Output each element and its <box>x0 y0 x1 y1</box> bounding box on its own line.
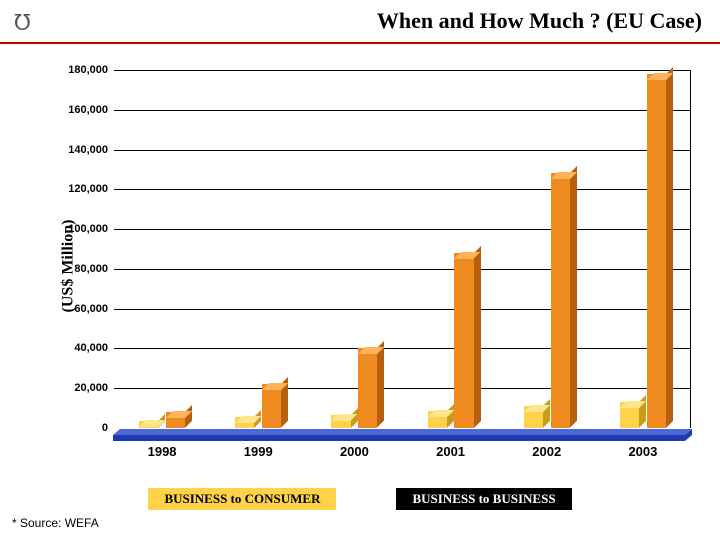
bar-b2c <box>620 395 646 428</box>
ytick-label: 40,000 <box>74 342 114 354</box>
bar-b2c <box>331 408 357 428</box>
ytick-label: 60,000 <box>74 303 114 315</box>
xtick-label: 1998 <box>148 428 177 459</box>
slide-root: ℧ When and How Much ? (EU Case) (US$ Mil… <box>0 0 720 540</box>
ytick-label: 20,000 <box>74 382 114 394</box>
page-title: When and How Much ? (EU Case) <box>377 8 702 34</box>
header-rule <box>0 42 720 44</box>
bar-b2c <box>235 410 261 428</box>
bar-b2b <box>551 166 577 428</box>
bar-b2b <box>647 67 673 428</box>
gridline <box>114 189 691 190</box>
ytick-label: 120,000 <box>68 183 114 195</box>
xtick-label: 2002 <box>532 428 561 459</box>
bar-b2b <box>358 341 384 428</box>
xtick-label: 1999 <box>244 428 273 459</box>
gridline <box>114 388 691 389</box>
header-logo: ℧ <box>14 10 31 36</box>
plot-border <box>114 70 691 428</box>
ytick-label: 180,000 <box>68 64 114 76</box>
chart-floor <box>113 428 692 440</box>
xtick-label: 2003 <box>628 428 657 459</box>
ytick-label: 100,000 <box>68 223 114 235</box>
ytick-label: 140,000 <box>68 144 114 156</box>
bar-b2c <box>139 414 165 428</box>
source-note: * Source: WEFA <box>12 516 99 530</box>
gridline <box>114 348 691 349</box>
gridline <box>114 229 691 230</box>
gridline <box>114 269 691 270</box>
xtick-label: 2001 <box>436 428 465 459</box>
bar-b2c <box>524 399 550 428</box>
gridline <box>114 110 691 111</box>
bar-b2b <box>262 377 288 428</box>
ytick-label: 80,000 <box>74 263 114 275</box>
plot-area: 020,00040,00060,00080,000100,000120,0001… <box>114 70 691 428</box>
legend-item: BUSINESS to BUSINESS <box>396 488 571 510</box>
legend-item: BUSINESS to CONSUMER <box>148 488 336 510</box>
bar-b2c <box>428 404 454 428</box>
chart: (US$ Million) 020,00040,00060,00080,0001… <box>30 66 695 466</box>
xtick-label: 2000 <box>340 428 369 459</box>
bar-b2b <box>166 405 192 428</box>
gridline <box>114 150 691 151</box>
legend: BUSINESS to CONSUMER BUSINESS to BUSINESS <box>0 488 720 510</box>
gridline <box>114 309 691 310</box>
ytick-label: 160,000 <box>68 104 114 116</box>
bar-b2b <box>454 246 480 428</box>
